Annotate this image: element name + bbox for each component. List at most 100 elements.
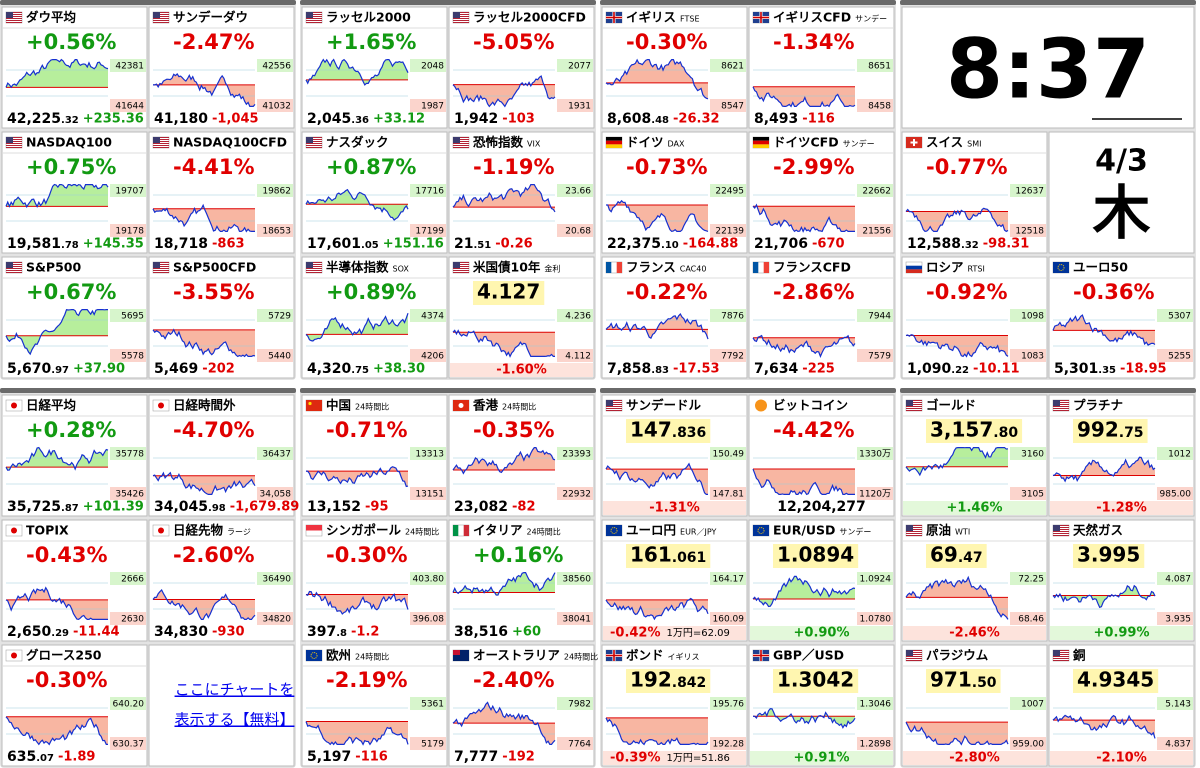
flag-part xyxy=(1053,531,1069,532)
hi-box xyxy=(110,447,146,460)
weekday: 木 xyxy=(1092,179,1150,247)
chart-line xyxy=(452,447,556,475)
chart-line xyxy=(5,716,108,746)
lo-box xyxy=(1010,737,1046,750)
price-decimal: .35 xyxy=(1098,365,1116,376)
flag-icon xyxy=(605,524,623,537)
tile-sub: CAC40 xyxy=(680,265,707,274)
price-decimal: .47 xyxy=(958,550,983,566)
hi-box xyxy=(1157,447,1193,460)
tile-name: サンデードル xyxy=(626,398,702,413)
axis-low: 5255 xyxy=(1168,352,1191,362)
tile-name: S&P500CFD xyxy=(173,260,256,275)
axis-low: 17199 xyxy=(415,227,444,237)
price: 69 xyxy=(930,543,958,567)
price: 8,608 xyxy=(607,111,651,127)
change-value: -98.31 xyxy=(983,237,1030,252)
tile-name: イギリス xyxy=(626,10,676,25)
chart-link[interactable]: 表示する【無料】 xyxy=(174,711,294,729)
flag-part xyxy=(6,270,22,271)
lo-box xyxy=(1157,349,1193,362)
change-percent: -1.34% xyxy=(773,30,855,54)
axis-low: 12518 xyxy=(1015,227,1044,237)
tile-name: ビットコイン xyxy=(773,398,848,413)
flag-part xyxy=(153,272,169,273)
hi-box xyxy=(410,697,446,710)
axis-high: 36490 xyxy=(262,575,291,585)
flag-part xyxy=(753,140,769,145)
axis-low: 1931 xyxy=(568,102,591,112)
change-percent: -0.36% xyxy=(1073,280,1155,304)
flag-part xyxy=(306,272,322,273)
flag-part xyxy=(606,144,622,148)
lo-box xyxy=(710,612,746,625)
tile-name: ドイツ xyxy=(626,135,664,150)
hi-box xyxy=(857,697,893,710)
price: 12,588 xyxy=(907,236,961,252)
flag-part xyxy=(906,406,922,407)
tile-sub: 24時間比 xyxy=(355,402,389,412)
flag-part xyxy=(606,410,622,411)
flag-part xyxy=(6,139,22,140)
flag-part xyxy=(453,139,469,140)
price: 41,180 xyxy=(154,111,208,127)
flag-icon xyxy=(152,136,170,149)
price-decimal: .83 xyxy=(651,365,669,376)
axis-high: 4.087 xyxy=(1165,575,1191,585)
lo-box xyxy=(110,487,146,500)
flag-icon xyxy=(452,11,470,24)
price-decimal: .51 xyxy=(473,240,491,251)
tile-name: TOPIX xyxy=(26,523,69,538)
chart-line xyxy=(305,590,409,615)
lo-box xyxy=(410,487,446,500)
change-value: -225 xyxy=(802,362,835,377)
hi-box xyxy=(857,59,893,72)
flag-part xyxy=(6,137,22,138)
flag-icon xyxy=(605,11,623,24)
price: 38,516 xyxy=(454,624,508,640)
axis-low: 2630 xyxy=(121,615,144,625)
change-value: +60 xyxy=(512,625,541,640)
flag-part xyxy=(906,525,913,531)
axis-low: 147.81 xyxy=(713,490,745,500)
flag-part xyxy=(753,262,759,273)
hi-box xyxy=(1157,309,1193,322)
lo-box xyxy=(857,612,893,625)
chart-line xyxy=(152,328,256,358)
tile-sub: 24時間比 xyxy=(564,652,598,662)
tile-name: ダウ平均 xyxy=(26,10,76,25)
flag-part xyxy=(306,139,322,140)
chart-area xyxy=(153,589,255,620)
chart-link[interactable]: ここにチャートを xyxy=(175,681,295,699)
chart-line xyxy=(452,329,555,358)
chart-line xyxy=(452,571,556,596)
flag-part xyxy=(1053,262,1069,273)
flag-part xyxy=(6,12,13,18)
flag-part xyxy=(753,144,769,148)
tile-name: 中国 xyxy=(326,398,351,413)
price: 3,157 xyxy=(930,418,993,442)
flag-part xyxy=(453,525,459,536)
chart-area xyxy=(606,463,708,495)
lo-box xyxy=(857,737,893,750)
tile-sub: 24時間比 xyxy=(502,402,536,412)
flag-part xyxy=(453,12,460,18)
chart-line xyxy=(605,313,709,340)
price: 17,601 xyxy=(307,236,361,252)
tile-sub: ラージ xyxy=(227,528,251,537)
change-value: -930 xyxy=(212,625,245,640)
flag-part xyxy=(453,147,469,148)
change-percent: -0.71% xyxy=(326,418,408,442)
price: 12,204,277 xyxy=(777,499,866,515)
chart-area xyxy=(6,184,108,207)
price: 1.3042 xyxy=(777,668,854,692)
change-value: -1.2 xyxy=(351,625,379,640)
change-percent: +0.56% xyxy=(26,30,116,54)
lo-box xyxy=(710,487,746,500)
flag-part xyxy=(906,652,922,653)
price-bg xyxy=(1073,544,1145,568)
lo-box xyxy=(410,737,446,750)
flag-icon xyxy=(452,136,470,149)
axis-low: 41644 xyxy=(115,102,144,112)
